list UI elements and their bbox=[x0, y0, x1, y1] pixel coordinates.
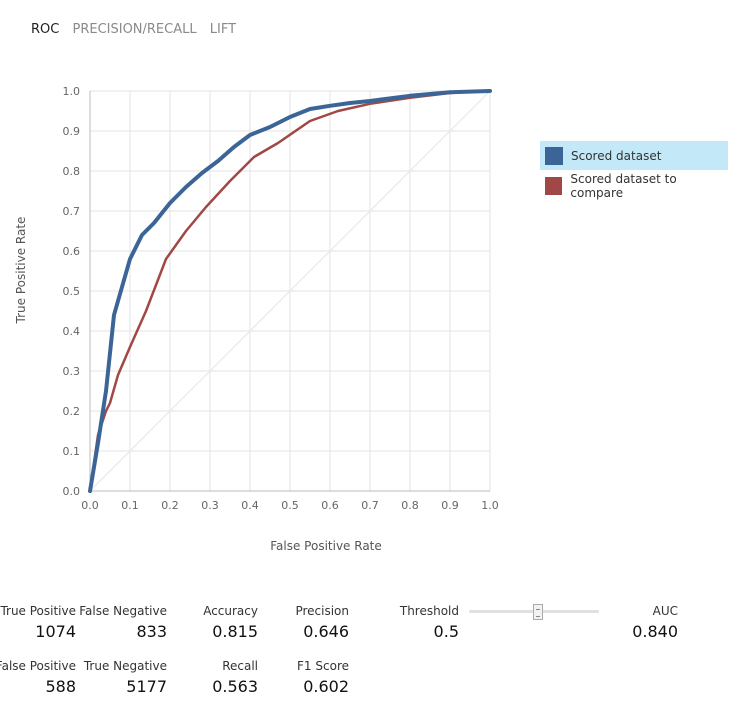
metric-auc: AUC 0.840 bbox=[632, 604, 678, 641]
f1-score-label: F1 Score bbox=[297, 659, 349, 673]
chart-series bbox=[88, 89, 492, 493]
metric-f1-score: F1 Score 0.602 bbox=[297, 659, 349, 696]
x-tick-label: 0.8 bbox=[401, 499, 419, 512]
y-tick-label: 1.0 bbox=[63, 85, 81, 98]
metric-false-positive: False Positive 588 bbox=[0, 659, 76, 696]
f1-score-value: 0.602 bbox=[303, 677, 349, 696]
series-line-scored-dataset bbox=[88, 89, 492, 493]
y-tick-label: 0.6 bbox=[63, 245, 81, 258]
x-tick-label: 0.1 bbox=[121, 499, 139, 512]
tab-lift[interactable]: LIFT bbox=[209, 22, 237, 37]
y-tick-label: 0.5 bbox=[63, 285, 81, 298]
diagonal-reference-line bbox=[89, 90, 491, 492]
legend-label-scored-dataset: Scored dataset bbox=[571, 148, 662, 163]
tab-roc[interactable]: ROC bbox=[31, 22, 60, 37]
y-tick-label: 0.3 bbox=[63, 365, 81, 378]
y-tick-label: 0.7 bbox=[63, 205, 81, 218]
true-negative-value: 5177 bbox=[126, 677, 167, 696]
x-tick-label: 0.7 bbox=[361, 499, 379, 512]
chart-ticks: 0.00.0 0.1 0.1 0.2 0.2 0.3 0.3 0.4 0.4 0.5 0.5 0.6 0… bbox=[63, 85, 499, 512]
true-positive-label: True Positive bbox=[0, 604, 76, 618]
recall-value: 0.563 bbox=[212, 677, 258, 696]
precision-value: 0.646 bbox=[303, 622, 349, 641]
x-tick-label: 0.3 bbox=[201, 499, 219, 512]
metric-false-negative: False Negative 833 bbox=[79, 604, 167, 641]
legend-label-scored-dataset-to-compare: Scored dataset to compare bbox=[570, 171, 677, 200]
recall-label: Recall bbox=[222, 659, 258, 673]
threshold-value: 0.5 bbox=[433, 622, 459, 641]
auc-label: AUC bbox=[652, 604, 678, 618]
series-line-scored-dataset-to-compare bbox=[88, 89, 492, 493]
x-tick-label: 1.0 bbox=[481, 499, 499, 512]
accuracy-label: Accuracy bbox=[203, 604, 258, 618]
false-negative-label: False Negative bbox=[79, 604, 167, 618]
metric-accuracy: Accuracy 0.815 bbox=[203, 604, 258, 641]
true-positive-value: 1074 bbox=[35, 622, 76, 641]
auc-value: 0.840 bbox=[632, 622, 678, 641]
false-positive-value: 588 bbox=[45, 677, 76, 696]
y-tick-label: 0.9 bbox=[63, 125, 81, 138]
precision-label: Precision bbox=[295, 604, 349, 618]
y-tick-label: 0.4 bbox=[63, 325, 81, 338]
metric-true-negative: True Negative 5177 bbox=[84, 659, 167, 696]
threshold-slider[interactable] bbox=[469, 604, 599, 620]
y-tick-label: 0.1 bbox=[63, 445, 81, 458]
false-positive-label: False Positive bbox=[0, 659, 76, 673]
legend-item-scored-dataset[interactable]: Scored dataset bbox=[540, 141, 728, 170]
x-tick-label: 0.2 bbox=[161, 499, 179, 512]
legend-swatch-scored-dataset bbox=[545, 146, 563, 165]
chart-type-tabs: ROC PRECISION/RECALL LIFT bbox=[31, 22, 245, 37]
true-negative-label: True Negative bbox=[83, 659, 167, 673]
chart-grid bbox=[89, 90, 491, 492]
y-tick-label: 0.0 bbox=[63, 485, 81, 498]
x-tick-label: 0.6 bbox=[321, 499, 339, 512]
metric-precision: Precision 0.646 bbox=[295, 604, 349, 641]
false-negative-value: 833 bbox=[136, 622, 167, 641]
metric-recall: Recall 0.563 bbox=[212, 659, 258, 696]
x-tick-label: 0.0 bbox=[81, 499, 99, 512]
metric-threshold: Threshold 0.5 bbox=[400, 604, 459, 641]
y-axis-title: True Positive Rate bbox=[14, 217, 28, 325]
x-axis-title: False Positive Rate bbox=[270, 539, 382, 553]
x-tick-label: 0.5 bbox=[281, 499, 299, 512]
y-tick-label: 0.2 bbox=[63, 405, 81, 418]
x-tick-label: 0.9 bbox=[441, 499, 459, 512]
legend-swatch-scored-dataset-to-compare bbox=[545, 176, 563, 195]
x-tick-label: 0.4 bbox=[241, 499, 259, 512]
threshold-label: Threshold bbox=[399, 604, 459, 618]
metric-true-positive: True Positive 1074 bbox=[0, 604, 76, 641]
tab-precision-recall[interactable]: PRECISION/RECALL bbox=[72, 22, 197, 37]
chart-legend: Scored dataset Scored dataset to compare bbox=[540, 141, 728, 201]
accuracy-value: 0.815 bbox=[212, 622, 258, 641]
y-tick-label: 0.8 bbox=[63, 165, 81, 178]
roc-chart: 0.00.0 0.1 0.1 0.2 0.2 0.3 0.3 0.4 0.4 0.5 0.5 0.6 0… bbox=[14, 85, 499, 553]
legend-item-scored-dataset-to-compare[interactable]: Scored dataset to compare bbox=[540, 171, 728, 200]
threshold-slider-thumb[interactable] bbox=[533, 604, 543, 620]
